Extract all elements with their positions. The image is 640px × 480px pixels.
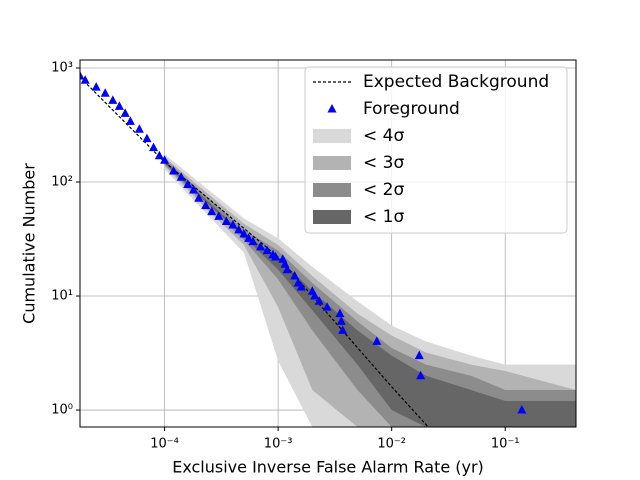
legend-label: Foreground [363,99,460,119]
y-tick-label: 10⁰ [51,403,73,418]
axes-frame [79,59,577,428]
y-axis-label: Cumulative Number [20,163,39,324]
foreground-point [314,296,324,305]
y-tick-label: 10² [51,175,73,190]
legend-label: < 4σ [363,126,404,146]
foreground-point [125,116,135,125]
foreground-point [176,172,186,181]
foreground-point [207,206,217,216]
foreground-point [149,142,159,152]
legend-label: < 3σ [363,153,404,173]
foreground-point [221,216,231,226]
y-tick-label: 10³ [51,60,73,75]
foreground-point [134,124,144,133]
sigma-band [164,154,576,427]
foreground-point [169,165,179,175]
foreground-point [228,219,238,229]
foreground-point [239,228,249,238]
foreground-point [372,336,382,345]
foreground-point [282,264,292,274]
foreground-point [100,88,110,97]
overlay: 10⁻⁴ 10⁻³ 10⁻² 10⁻¹ 10⁰ 10¹ 10² 10³ Exclusive In… [20,59,577,477]
foreground-point [414,350,424,360]
legend-label: Expected Background [363,72,549,92]
foreground-point [416,370,426,380]
foreground-point [296,281,306,291]
foreground-point [91,82,101,91]
x-tick-label: 10⁻¹ [491,437,520,452]
x-axis-label: Exclusive Inverse False Alarm Rate (yr) [172,458,484,477]
legend-label: < 1σ [363,207,404,227]
foreground-point [120,108,130,117]
foreground-point [335,308,345,318]
foreground-point [262,245,272,255]
foreground-point [194,193,204,202]
foreground-point [80,75,90,84]
x-tick-label: 10⁻⁴ [150,437,179,452]
foreground-point [189,185,199,194]
foreground-point [271,251,281,261]
foreground-point [336,316,346,325]
foreground-point [108,95,118,104]
legend-patch [313,210,351,224]
x-tick-label: 10⁻³ [264,437,293,452]
foreground-point [234,224,244,234]
foreground-point [214,211,224,220]
foreground-point [338,325,348,334]
foreground-point [256,241,266,251]
x-tick-label: 10⁻² [377,437,406,452]
foreground-point [244,233,254,242]
legend-patch [313,129,351,143]
legend-label: < 2σ [363,180,404,200]
foreground-point [248,236,258,246]
foreground-point [322,302,332,311]
legend-box [304,66,568,234]
y-tick-label: 10¹ [51,289,73,304]
foreground-point [517,405,527,414]
foreground-point [160,155,170,164]
foreground-point [183,179,193,189]
foreground-point [154,150,164,160]
legend-marker [327,104,337,113]
foreground-point [310,291,320,300]
foreground-point [290,270,300,280]
foreground-point [80,71,85,80]
legend-patch [313,156,351,170]
legend-patch [313,183,351,197]
foreground-point [201,200,211,210]
sigma-band [164,160,576,427]
foreground-point [114,101,124,110]
foreground-point [142,133,152,143]
